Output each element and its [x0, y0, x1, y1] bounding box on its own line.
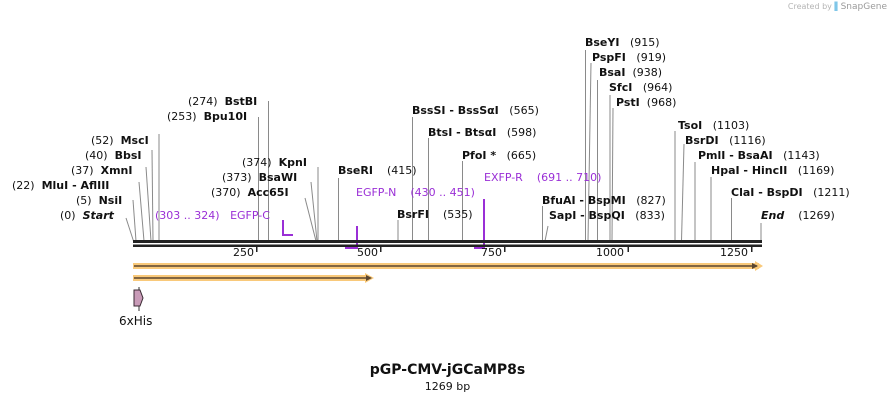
his-tag-feature: [133, 287, 144, 311]
site-sapi-bspqi[interactable]: SapI - BspQI (833): [549, 209, 665, 222]
site-lines: [125, 50, 762, 242]
feature-6xhis-label[interactable]: 6xHis: [119, 314, 153, 328]
site-end[interactable]: End (1269): [761, 209, 835, 222]
site-tsoi[interactable]: TsoI (1103): [678, 119, 750, 132]
site-msci[interactable]: (52) MscI: [91, 134, 149, 147]
site-bsawi[interactable]: (373) BsaWI: [222, 171, 298, 184]
map-title: pGP-CMV-jGCaMP8s: [369, 362, 526, 378]
site-xmni[interactable]: (37) XmnI: [71, 164, 133, 177]
site-bsai[interactable]: BsaI (938): [599, 66, 663, 79]
credit-brand: SnapGene: [840, 2, 887, 12]
site-btsi-btsai[interactable]: BtsI - BtsαI (598): [428, 126, 537, 139]
site-bseri[interactable]: BseRI (415): [338, 164, 417, 177]
site-bfuai-bspmi[interactable]: BfuAI - BspMI (827): [542, 194, 666, 207]
orf-tracks: [133, 261, 763, 283]
site-bbsi[interactable]: (40) BbsI: [85, 149, 142, 162]
site-hpai-hincii[interactable]: HpaI - HincII (1169): [711, 164, 835, 177]
site-acc65i[interactable]: (370) Acc65I: [211, 186, 289, 199]
primer-egfp-c[interactable]: (303 .. 324) EGFP-C: [155, 209, 270, 222]
site-pmli-bsaai[interactable]: PmlI - BsaAI (1143): [698, 149, 820, 162]
site-nsii[interactable]: (5) NsiI: [76, 194, 123, 207]
site-start[interactable]: (0) Start: [60, 209, 114, 222]
snapgene-credit[interactable]: Created by ▌SnapGene: [788, 2, 887, 12]
ruler-tick-750: 750: [481, 246, 502, 259]
site-bpu10i[interactable]: (253) Bpu10I: [167, 110, 248, 123]
primer-egfp-n[interactable]: EGFP-N (430 .. 451): [356, 186, 475, 199]
ruler-tick-1000: 1000: [596, 246, 624, 259]
ruler-tick-500: 500: [357, 246, 378, 259]
site-bsrfi[interactable]: BsrFI (535): [397, 208, 473, 221]
site-sfci[interactable]: SfcI (964): [609, 81, 673, 94]
credit-prefix: Created by: [787, 2, 832, 11]
ruler-tick-1250: 1250: [720, 246, 748, 259]
site-pspfi[interactable]: PspFI (919): [592, 51, 666, 64]
primer-exfp-r[interactable]: EXFP-R (691 .. 710): [484, 171, 602, 184]
site-psti[interactable]: PstI (968): [616, 96, 677, 109]
ruler: [133, 240, 762, 252]
primer-egfp-c-arrow: [282, 220, 293, 236]
site-clai-bspdi[interactable]: ClaI - BspDI (1211): [731, 186, 850, 199]
site-mlui-afliii[interactable]: (22) MluI - AflIII: [12, 179, 110, 192]
site-kpni[interactable]: (374) KpnI: [242, 156, 307, 169]
site-bsssi-bsssai[interactable]: BssSI - BssSαI (565): [412, 104, 539, 117]
snapgene-logo-icon: ▌: [834, 2, 841, 11]
site-bsrdi[interactable]: BsrDI (1116): [685, 134, 766, 147]
site-bstbi[interactable]: (274) BstBI: [188, 95, 258, 108]
ruler-tick-250: 250: [233, 246, 254, 259]
site-bseyi[interactable]: BseYI (915): [585, 36, 660, 49]
map-length: 1269 bp: [424, 380, 471, 393]
site-pfoi[interactable]: PfoI * (665): [462, 149, 537, 162]
